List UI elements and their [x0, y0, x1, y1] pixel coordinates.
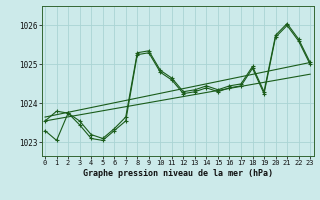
X-axis label: Graphe pression niveau de la mer (hPa): Graphe pression niveau de la mer (hPa): [83, 169, 273, 178]
